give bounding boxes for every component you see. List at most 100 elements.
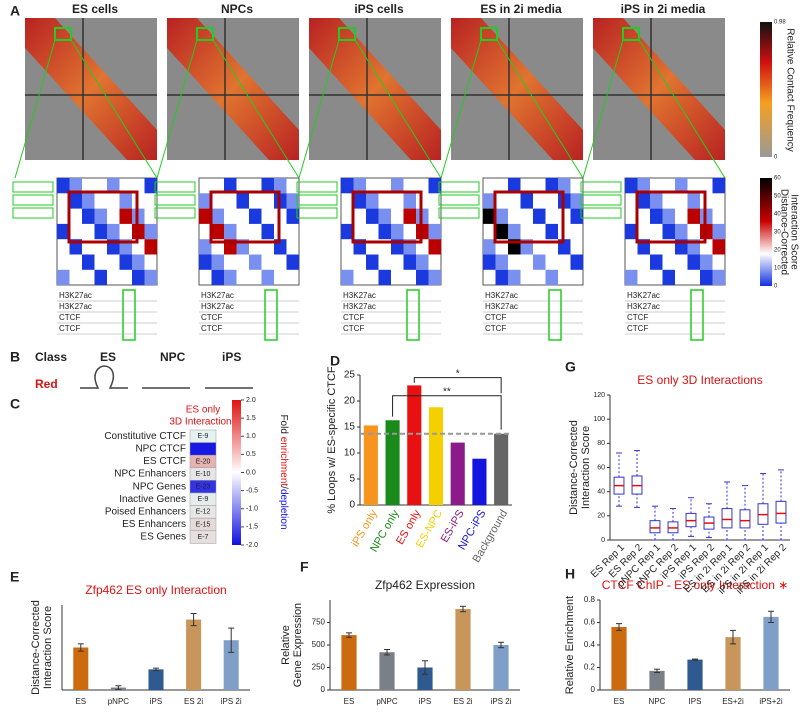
map-cell [224,223,237,240]
box [739,509,751,529]
colorbar [760,22,772,157]
box [649,520,661,534]
y-tick-label: 120 [593,392,605,399]
map-cell [274,178,287,194]
map-title: NPCs [221,2,253,16]
x-tick-label: ES [344,697,355,706]
track-box [12,194,54,206]
zoom-line [14,39,56,179]
track-label: H3K27ac [59,291,92,300]
track-box [438,181,480,193]
heat-cell [189,442,217,456]
track-box [438,194,480,206]
map-cell [416,269,429,286]
track-box [154,194,196,206]
colorbar-tick: 50 [774,194,781,200]
highlight-box [351,190,423,244]
bar [341,635,357,690]
map-title: ES cells [72,2,118,16]
y-axis-label: Gene Expression [292,603,304,687]
panel-letter: E [10,569,19,585]
row-label: NPC Genes [133,481,186,492]
x-tick-label: iPS 2i [221,697,242,706]
map-cell [132,254,145,270]
map-cell [211,208,224,224]
map-cell [687,208,700,224]
colorbar-tick: -2.0 [246,542,258,549]
map-cell [483,193,496,209]
track-label: CTCF [627,324,648,333]
class-header: iPS [222,350,241,364]
map-cell [57,178,70,194]
map-cell [483,254,496,270]
map-cell [119,193,132,209]
y-tick-label: 40 [597,489,605,496]
map-cell [637,193,650,209]
map-cell [712,178,725,194]
colorbar [232,400,241,545]
zoom-box [338,27,356,41]
track-box [548,289,562,341]
panel-letter: D [330,353,340,369]
y-axis-label: Distance-Corrected [30,600,42,695]
map-title: iPS cells [354,2,404,16]
map-cell [712,269,725,286]
map-cell [286,254,299,270]
map-cell [533,254,546,270]
bar [363,425,378,505]
y-tick-label: 0 [591,685,596,694]
map-cell [366,254,379,270]
track-box [296,194,338,206]
map-cell [199,239,212,255]
map-cell [132,269,145,286]
bar [472,458,487,505]
colorbar-tick: 40 [774,212,781,218]
class-header: NPC [160,350,186,364]
cell-label: E-12 [196,509,211,516]
zoom-box [54,27,72,41]
bracket [392,395,502,430]
map-cell [650,208,663,224]
colorbar-tick: 0 [774,155,778,161]
panel-letter: G [565,359,576,375]
map-cell [625,223,638,240]
map-cell [428,269,441,286]
y-tick-label: 5 [349,474,355,485]
y-tick-label: 20 [344,396,356,407]
x-tick-label: ES 2i [184,697,203,706]
y-tick-label: 0 [321,685,326,694]
row-label: NPC CTCF [135,444,186,455]
track-label: H3K27ac [59,302,92,311]
map-cell [570,208,583,224]
class-header: Class [35,350,67,364]
map-cell [94,208,107,224]
map-cell [261,223,274,240]
track-label: CTCF [59,324,80,333]
row-label: ES CTCF [143,456,186,467]
bar [611,627,627,690]
chart-title: ES only 3D Interactions [637,373,762,387]
bar [385,420,400,505]
bar [687,659,703,690]
map-title: ES in 2i media [480,2,562,16]
bar [223,640,239,690]
map-cell [403,208,416,224]
bar [493,645,509,690]
chart-title: Zfp462 Expression [375,578,475,592]
map-cell [662,269,675,286]
bar [428,407,444,505]
y-tick-label: 25 [344,370,356,381]
track-box [690,289,704,341]
map-cell [508,269,521,286]
colorbar-tick: 20 [774,248,781,254]
track-box [154,207,196,219]
zoom-line [156,39,198,179]
colorbar-label: Fold enrichment/depletion [278,414,289,529]
row-label: Constitutive CTCF [104,431,186,442]
track-label: H3K27ac [485,302,518,311]
highlight-box [209,190,281,244]
map-cell [366,208,379,224]
cell-label: E-23 [196,484,211,491]
map-cell [428,223,441,240]
